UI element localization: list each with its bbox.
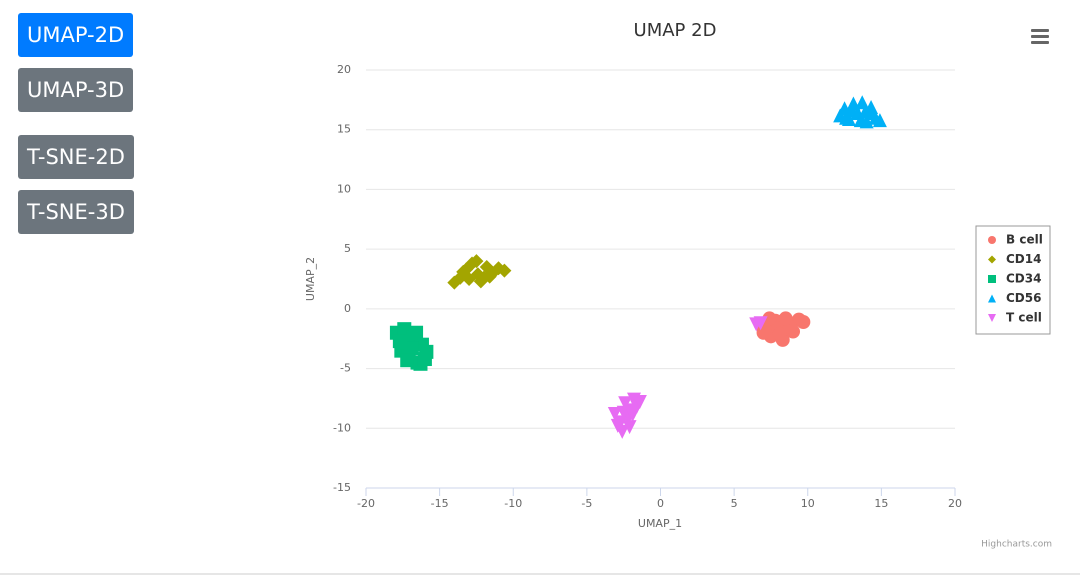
legend-label: CD56 [1006, 291, 1041, 305]
point [607, 406, 622, 421]
point [409, 325, 424, 340]
legend-label: CD34 [1006, 272, 1041, 286]
x-tick-label: 20 [948, 497, 962, 510]
button[interactable]: T-SNE-3D [18, 190, 134, 234]
y-tick-label: 15 [337, 123, 351, 136]
point [853, 113, 868, 128]
point [625, 408, 640, 423]
x-tick-label: -20 [357, 497, 375, 510]
point [865, 105, 880, 120]
legend-symbol [988, 236, 996, 244]
point [839, 110, 854, 125]
y-tick-label: -15 [333, 481, 351, 494]
y-axis-title: UMAP_2 [304, 257, 317, 301]
point [417, 352, 432, 367]
button[interactable]: T-SNE-2D [18, 135, 134, 179]
x-tick-label: 15 [874, 497, 888, 510]
point [756, 325, 771, 340]
button[interactable]: UMAP-3D [18, 68, 134, 112]
point [400, 353, 415, 368]
point [469, 254, 484, 269]
point [613, 415, 628, 430]
chart-title: UMAP 2D [634, 20, 717, 41]
legend-symbol [988, 294, 996, 303]
point [404, 341, 419, 356]
point [622, 420, 637, 435]
legend-label: CD14 [1006, 252, 1041, 266]
x-tick-label: -10 [504, 497, 522, 510]
point [456, 264, 471, 279]
menu-button[interactable] [1031, 29, 1049, 44]
y-tick-label: 5 [344, 242, 351, 255]
x-tick-label: 0 [657, 497, 664, 510]
point [632, 395, 647, 410]
credits: Highcharts.com [981, 540, 1052, 550]
point [872, 113, 887, 128]
x-tick-label: 5 [731, 497, 738, 510]
legend-symbol [988, 255, 996, 264]
point [618, 396, 633, 411]
point [855, 95, 870, 110]
point [762, 311, 777, 326]
legend-symbol [988, 275, 996, 283]
y-tick-label: -10 [333, 421, 351, 434]
x-tick-label: 10 [801, 497, 815, 510]
legend-label: B cell [1006, 233, 1043, 247]
x-tick-label: -15 [431, 497, 449, 510]
button[interactable]: UMAP-2D [18, 13, 134, 57]
point [392, 334, 407, 349]
point [615, 424, 630, 439]
point [753, 316, 768, 331]
y-tick-label: 10 [337, 182, 351, 195]
point [844, 103, 859, 118]
y-tick-label: 0 [344, 302, 351, 315]
point [482, 269, 497, 284]
legend-label: T cell [1006, 311, 1042, 325]
y-tick-label: 20 [337, 63, 351, 76]
point [772, 326, 787, 341]
point [796, 314, 811, 329]
point [497, 263, 512, 278]
x-axis-title: UMAP_1 [638, 517, 682, 530]
x-tick-label: -5 [581, 497, 592, 510]
legend-symbol [988, 314, 996, 322]
point [778, 311, 793, 326]
y-tick-label: -5 [340, 362, 351, 375]
